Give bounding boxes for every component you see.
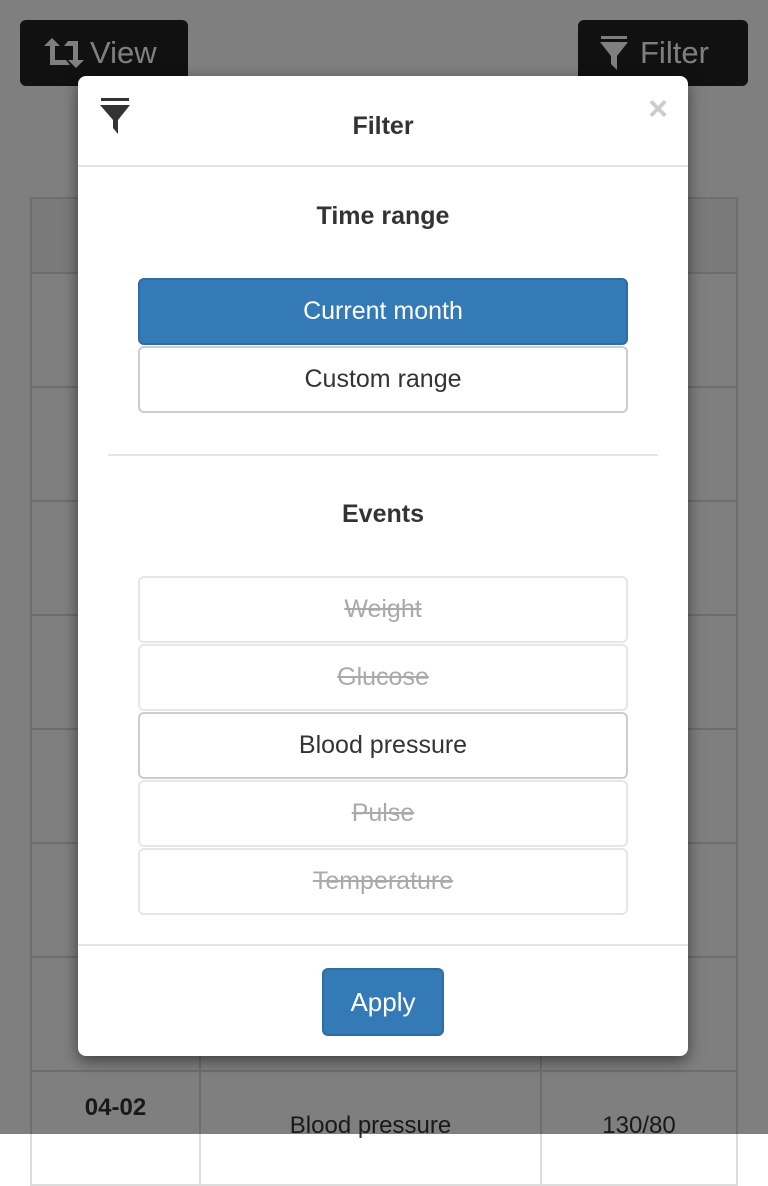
event-pulse[interactable]: Pulse	[138, 780, 628, 847]
time-range-heading: Time range	[316, 202, 450, 230]
close-icon[interactable]: ×	[648, 90, 668, 128]
event-weight[interactable]: Weight	[138, 576, 628, 643]
modal-header: Filter ×	[78, 76, 688, 167]
event-glucose[interactable]: Glucose	[138, 644, 628, 711]
filter-icon	[100, 98, 130, 134]
event-temperature[interactable]: Temperature	[138, 848, 628, 915]
modal-title: Filter	[352, 112, 414, 140]
divider	[108, 454, 658, 456]
time-range-current-month[interactable]: Current month	[138, 278, 628, 345]
apply-button[interactable]: Apply	[322, 968, 444, 1036]
events-heading: Events	[342, 500, 424, 528]
modal-footer	[78, 944, 688, 946]
time-range-custom[interactable]: Custom range	[138, 346, 628, 413]
event-blood-pressure[interactable]: Blood pressure	[138, 712, 628, 779]
filter-modal: Filter × Time range Current month Custom…	[78, 76, 688, 1056]
